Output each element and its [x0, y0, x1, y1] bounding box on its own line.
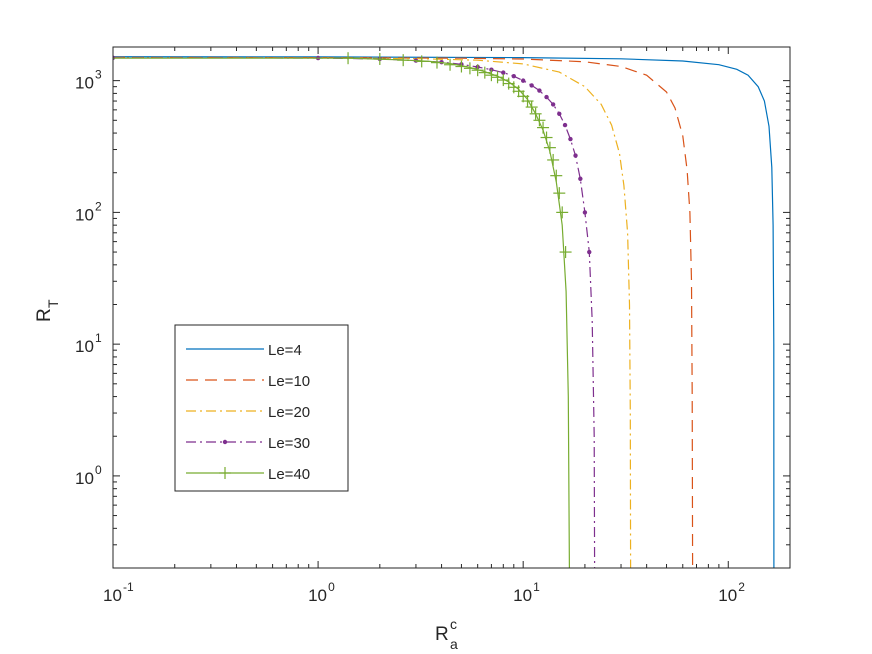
- legend-marker: [222, 439, 228, 445]
- tick-layer: 10 -1 10 0 10 1 10 210 010 110 210 3: [75, 47, 791, 605]
- series-point: [582, 210, 588, 215]
- series-point: [550, 169, 563, 182]
- series-point: [537, 121, 550, 134]
- legend-entries: Le=4 Le=10 Le=20 Le=30 Le=40: [186, 342, 310, 483]
- x-axis-label-sup: c: [450, 616, 457, 632]
- series-point: [547, 153, 560, 166]
- series-point: [562, 122, 568, 128]
- y-axis-label-sub: T: [45, 299, 61, 308]
- y-tick-label: 10: [75, 74, 94, 93]
- legend-box: [174, 324, 349, 492]
- series-point: [520, 78, 526, 83]
- legend-label: Le=20: [268, 404, 310, 421]
- series-point: [550, 102, 556, 107]
- y-axis-label-main: R: [34, 308, 55, 322]
- x-axis-label-sub: a: [450, 636, 458, 652]
- x-tick-label: 10: [103, 586, 122, 605]
- series-point: [568, 136, 573, 142]
- series-point: [529, 83, 534, 88]
- series-line-le-10: [113, 56, 694, 568]
- series-point: [373, 52, 386, 65]
- legend-label: Le=10: [268, 373, 310, 390]
- series-point: [444, 58, 457, 71]
- y-tick-label-exponent: 0: [95, 463, 102, 477]
- x-axis-label-main: R: [435, 624, 449, 645]
- series-point: [455, 60, 468, 73]
- series-point: [556, 206, 569, 219]
- x-tick-label-exponent: 1: [533, 580, 540, 594]
- series-point: [471, 64, 484, 77]
- series-point: [478, 66, 491, 79]
- series-point: [559, 246, 572, 259]
- series-point: [544, 94, 549, 100]
- x-tick-label: 10: [718, 586, 737, 605]
- y-tick-label: 10: [75, 337, 94, 356]
- y-tick-label: 10: [75, 469, 94, 488]
- legend-label: Le=4: [268, 342, 302, 359]
- y-tick-label-exponent: 2: [95, 199, 102, 213]
- series-point: [557, 111, 562, 117]
- legend-label: Le=40: [268, 466, 310, 483]
- legend: Le=4 Le=10 Le=20 Le=30 Le=40: [174, 324, 349, 492]
- x-tick-label-exponent: 0: [328, 580, 335, 594]
- series-point: [397, 54, 410, 67]
- y-tick-label: 10: [75, 205, 94, 224]
- series-point: [501, 70, 506, 75]
- series-point: [342, 52, 355, 65]
- series-point: [525, 101, 538, 114]
- plot-frame: [112, 46, 791, 569]
- series-point: [578, 176, 583, 181]
- series-point: [533, 114, 546, 127]
- series-point: [430, 56, 443, 69]
- series-point: [463, 62, 476, 75]
- series-point: [587, 249, 592, 255]
- x-tick-label: 10: [513, 586, 532, 605]
- legend-label: Le=30: [268, 435, 310, 452]
- x-axis-label: R c a: [435, 616, 458, 652]
- x-tick-label-exponent: 2: [738, 580, 745, 594]
- series-point: [537, 88, 542, 93]
- series-point: [540, 131, 553, 144]
- y-tick-label-exponent: 3: [95, 68, 102, 82]
- y-tick-label-exponent: 1: [95, 331, 102, 345]
- series-layer: [113, 52, 775, 568]
- series-point: [573, 153, 578, 158]
- series-point: [415, 55, 428, 68]
- x-tick-label-exponent: -1: [123, 580, 134, 594]
- series-point: [529, 107, 542, 120]
- y-axis-label: R T: [34, 299, 61, 322]
- series-point: [491, 71, 504, 84]
- series-point: [543, 141, 556, 154]
- x-tick-label: 10: [308, 586, 327, 605]
- series-point: [553, 187, 566, 200]
- series-line-le-4: [113, 56, 775, 568]
- series-point: [485, 69, 498, 82]
- series-point: [511, 74, 516, 79]
- series-point: [521, 95, 534, 108]
